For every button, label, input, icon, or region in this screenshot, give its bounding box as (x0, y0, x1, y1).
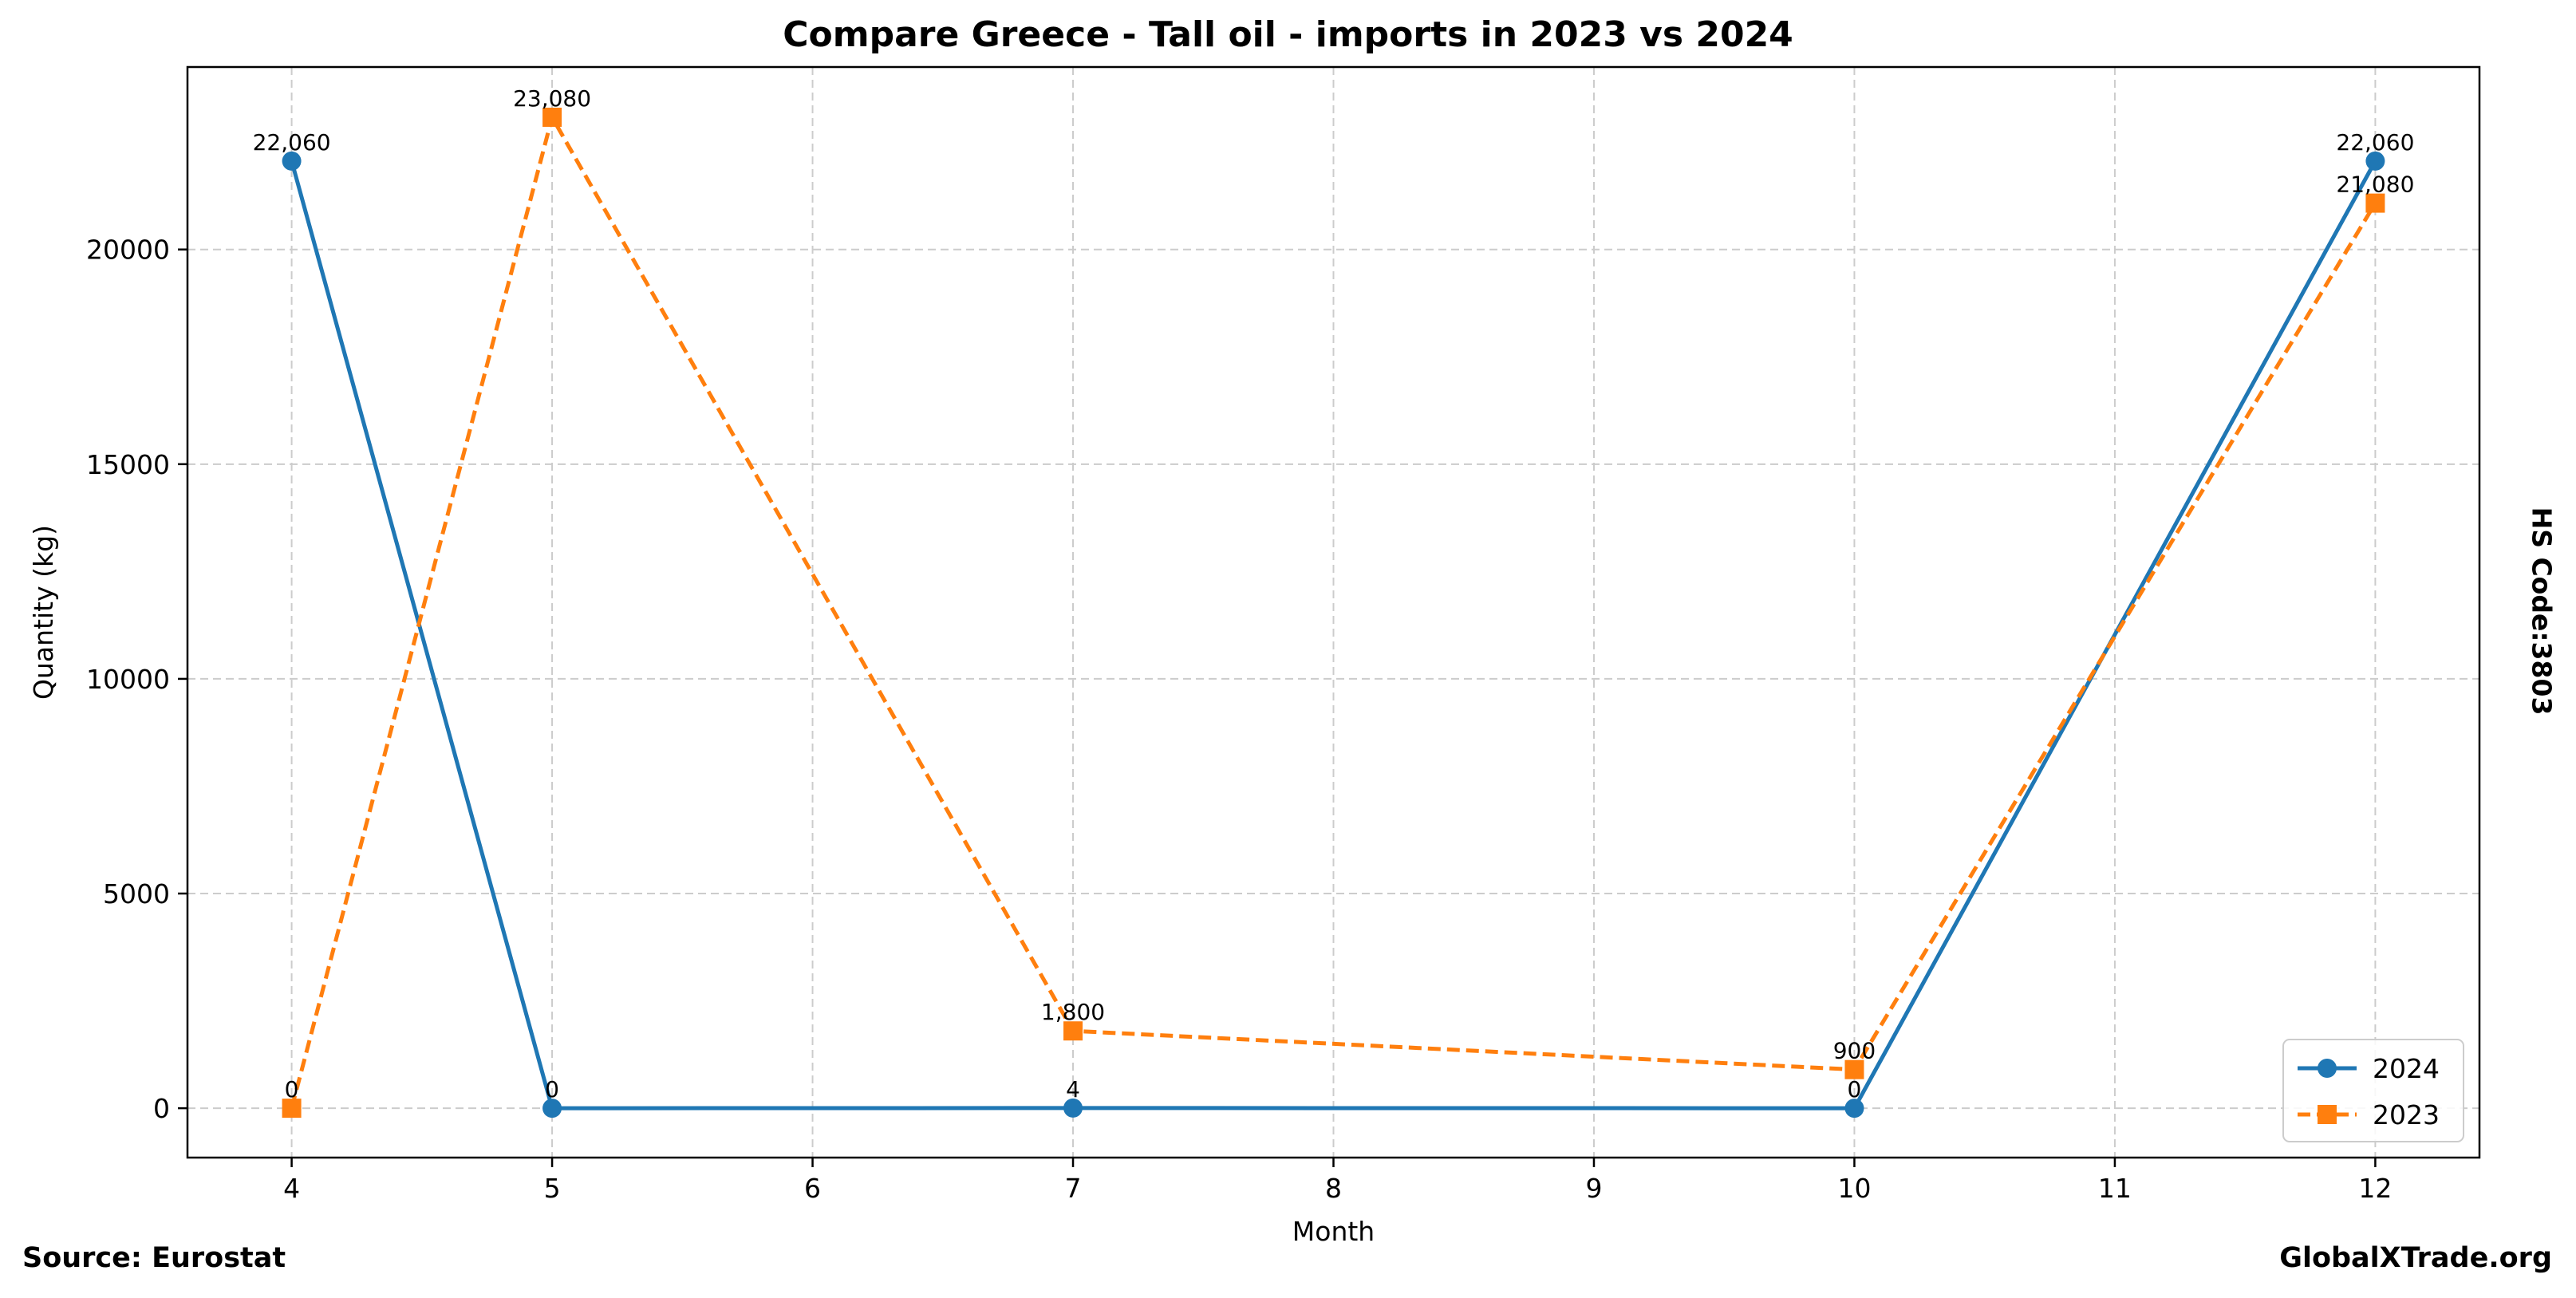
x-tick-label-6: 6 (804, 1173, 821, 1204)
data-point-2024-4 (282, 151, 302, 171)
series-markers (282, 107, 2385, 1118)
y-tick-label-5000: 5000 (103, 878, 170, 909)
x-tick-label-7: 7 (1065, 1173, 1082, 1204)
x-tick-label-4: 4 (283, 1173, 300, 1204)
y-tick-label-15000: 15000 (86, 449, 170, 480)
data-label-2023-5: 23,080 (513, 85, 591, 112)
y-tick-label-10000: 10000 (86, 664, 170, 695)
data-label-2023-12: 21,080 (2336, 172, 2414, 198)
data-point-2023-5 (542, 107, 562, 127)
y-tick-label-20000: 20000 (86, 235, 170, 266)
grid-lines (187, 67, 2479, 1158)
hs-code-label: HS Code:3803 (2526, 507, 2558, 716)
data-point-2024-12 (2365, 151, 2385, 171)
legend-marker-2023 (2318, 1105, 2337, 1124)
legend-label-2024: 2024 (2373, 1053, 2440, 1084)
data-point-2024-10 (1844, 1099, 1864, 1118)
data-point-2023-10 (1844, 1059, 1864, 1079)
legend-marker-2024 (2318, 1059, 2337, 1078)
legend-label-2023: 2023 (2373, 1099, 2440, 1130)
y-axis-label: Quantity (kg) (28, 525, 59, 700)
y-tick-label-0: 0 (153, 1093, 170, 1124)
data-labels: 22,060 0 4 0 22,060 0 23,080 1,800 900 21,080 (253, 85, 2415, 1103)
data-point-2023-4 (282, 1099, 302, 1118)
data-label-2024-12: 22,060 (2336, 129, 2414, 156)
x-axis-label: Month (1292, 1216, 1375, 1247)
site-credit: GlobalXTrade.org (2279, 1242, 2552, 1274)
x-tick-label-10: 10 (1837, 1173, 1871, 1204)
data-label-2024-10: 0 (1848, 1076, 1862, 1103)
data-point-2023-7 (1063, 1021, 1083, 1041)
source-note: Source: Eurostat (22, 1242, 286, 1274)
chart-title: Compare Greece - Tall oil - imports in 2… (783, 14, 1793, 55)
legend: 2024 2023 (2282, 1039, 2464, 1142)
x-tick-label-5: 5 (544, 1173, 561, 1204)
data-label-2023-4: 0 (285, 1076, 299, 1103)
data-point-2024-5 (542, 1099, 562, 1118)
axes: 4 5 6 7 8 9 10 11 12 0 5000 10000 15000 20000 Month Qua… (28, 65, 2481, 1247)
x-tick-label-9: 9 (1585, 1173, 1602, 1204)
x-tick-label-11: 11 (2098, 1173, 2132, 1204)
x-tick-label-8: 8 (1325, 1173, 1342, 1204)
data-label-2024-5: 0 (545, 1076, 559, 1103)
data-point-2023-12 (2365, 193, 2385, 213)
data-label-2023-10: 900 (1833, 1038, 1876, 1064)
data-label-2024-7: 4 (1066, 1076, 1080, 1103)
x-tick-label-12: 12 (2358, 1173, 2392, 1204)
data-label-2024-4: 22,060 (253, 129, 331, 156)
data-point-2024-7 (1063, 1098, 1083, 1118)
data-label-2023-7: 1,800 (1041, 999, 1105, 1025)
